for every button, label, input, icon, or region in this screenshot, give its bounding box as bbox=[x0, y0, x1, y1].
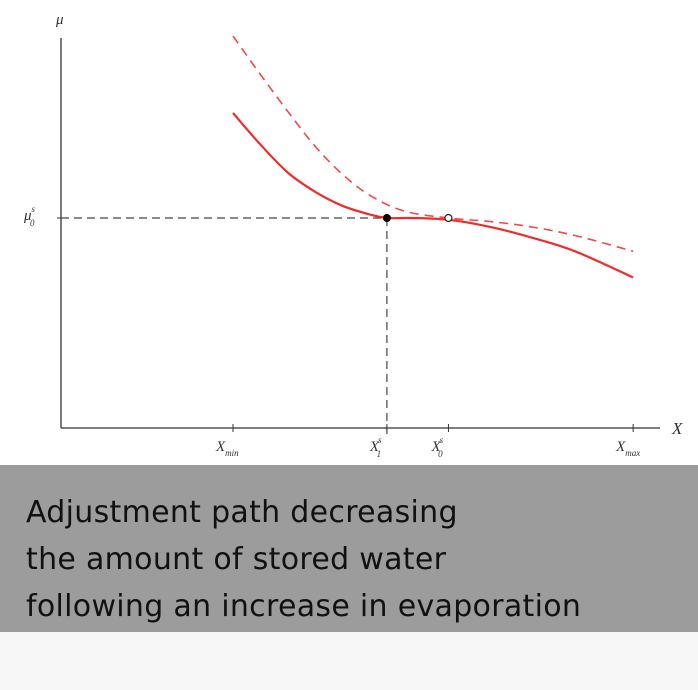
x-tick-label-3: Xmax bbox=[615, 439, 640, 458]
y-axis-label: μ bbox=[55, 12, 64, 28]
caption-line-1: Adjustment path decreasing bbox=[26, 495, 458, 530]
chart-area: μ X Xmin Xs 1 Xs 0 Xmax μs 0 bbox=[23, 12, 683, 459]
caption-band: Adjustment path decreasing the amount of… bbox=[0, 465, 698, 632]
series-solid-line bbox=[232, 112, 634, 279]
bottom-strip bbox=[0, 632, 698, 690]
caption-line-3: following an increase in evaporation bbox=[26, 589, 582, 624]
caption-line-2: the amount of stored water bbox=[26, 542, 447, 577]
x-tick-label-0: Xmin bbox=[215, 439, 239, 458]
x-tick-label-1: Xs 1 bbox=[369, 435, 382, 459]
point-filled bbox=[382, 214, 391, 222]
y-tick-label-0: μs 0 bbox=[23, 204, 36, 228]
x-tick-label-2: Xs 0 bbox=[430, 435, 443, 459]
series-dashed-line bbox=[232, 35, 634, 253]
chart-svg: μ X Xmin Xs 1 Xs 0 Xmax μs 0 bbox=[23, 12, 683, 459]
x-axis-label: X bbox=[671, 419, 683, 438]
point-open bbox=[444, 213, 453, 223]
